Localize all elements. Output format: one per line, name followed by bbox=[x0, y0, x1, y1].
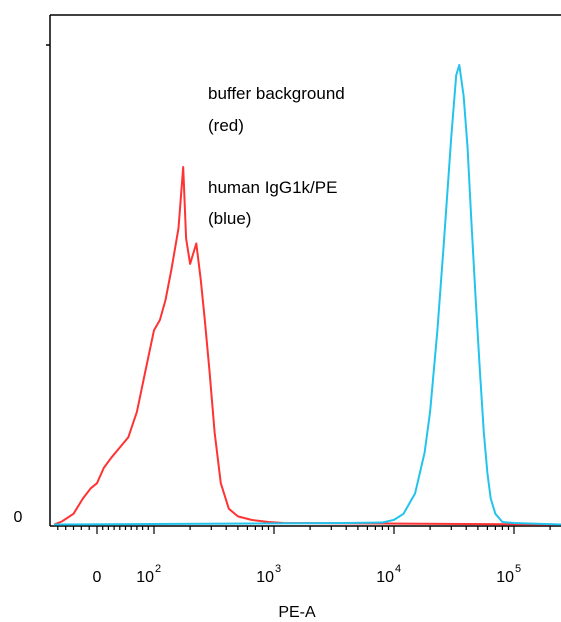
plot-frame bbox=[46, 14, 561, 527]
annotation-red-line-2: (red) bbox=[208, 116, 244, 135]
x-tick-label-3: 10 bbox=[376, 569, 394, 586]
series-line-1 bbox=[53, 64, 561, 526]
y-tick-label-0: 0 bbox=[14, 509, 23, 526]
series-layer bbox=[53, 64, 561, 526]
series-line-0 bbox=[53, 166, 561, 526]
x-tick-exponent-2: 3 bbox=[275, 563, 281, 575]
x-tick-label-1: 10 bbox=[136, 569, 154, 586]
x-tick-exponent-1: 2 bbox=[155, 563, 161, 575]
annotation-blue-line-2: (blue) bbox=[208, 209, 251, 228]
x-tick-exponent-4: 5 bbox=[515, 563, 521, 575]
x-tick-label-2: 10 bbox=[256, 569, 274, 586]
x-axis-title: PE-A bbox=[278, 604, 316, 621]
x-axis-ticks bbox=[57, 526, 551, 534]
x-axis-tick-labels: 0 10 2 10 3 10 4 10 5 bbox=[93, 563, 522, 586]
annotation-red-line-1: buffer background bbox=[208, 84, 345, 103]
x-tick-label-0: 0 bbox=[93, 569, 102, 586]
x-tick-label-4: 10 bbox=[496, 569, 514, 586]
annotation-blue-line-1: human IgG1k/PE bbox=[208, 178, 337, 197]
x-tick-exponent-3: 4 bbox=[395, 563, 401, 575]
